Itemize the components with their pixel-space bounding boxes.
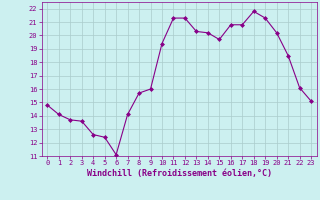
- X-axis label: Windchill (Refroidissement éolien,°C): Windchill (Refroidissement éolien,°C): [87, 169, 272, 178]
